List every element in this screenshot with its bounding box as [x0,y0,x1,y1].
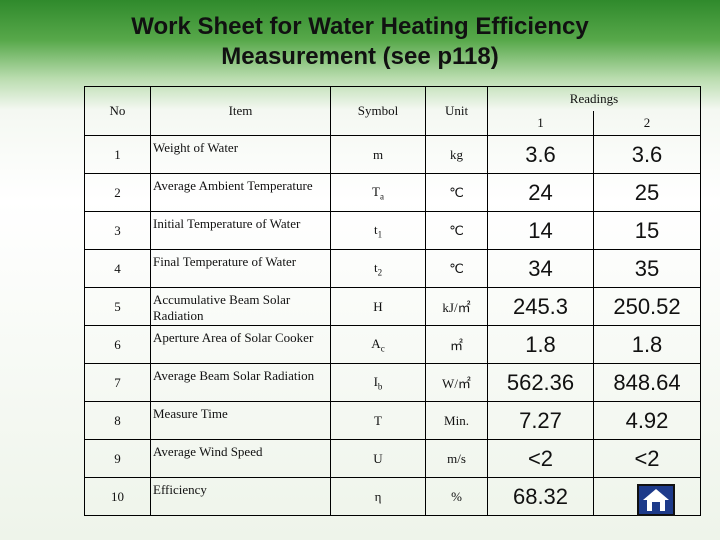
column-header: Symbol [330,86,426,136]
symbol-cell: m [330,135,426,174]
item-name: Weight of Water [150,135,331,174]
row-number: 1 [84,135,151,174]
reading-1: 34 [487,249,594,288]
reading-1: 24 [487,173,594,212]
symbol-subscript: c [380,343,385,354]
reading-1: 562.36 [487,363,594,402]
home-button[interactable] [637,484,675,516]
column-header: Readings [487,86,701,111]
reading-1: <2 [487,439,594,478]
table-row: 4 Final Temperature of Water t2 ℃ 34 35 [84,249,701,288]
symbol-cell: η [330,477,426,516]
symbol-subscript: b [377,381,383,392]
row-number: 3 [84,211,151,250]
row-number: 10 [84,477,151,516]
symbol-subscript: 2 [377,267,383,278]
unit: m/s [425,439,488,478]
symbol: T [372,183,380,199]
table-row: 6 Aperture Area of Solar Cooker Ac ㎡ 1.8 1.8 [84,325,701,364]
reading-2: 1.8 [593,325,701,364]
symbol: H [373,298,383,314]
symbol-cell: Ib [330,363,426,402]
reading-2: 848.64 [593,363,701,402]
symbol: I [373,373,378,389]
symbol: A [371,335,381,351]
symbol-cell: H [330,287,426,326]
reading-2: 35 [593,249,701,288]
item-name: Efficiency [150,477,331,516]
reading-2: 250.52 [593,287,701,326]
home-icon [643,489,669,511]
item-name: Average Ambient Temperature [150,173,331,212]
symbol: U [373,450,383,466]
row-number: 2 [84,173,151,212]
symbol-cell: t1 [330,211,426,250]
symbol-subscript: 1 [377,229,383,240]
row-number: 5 [84,287,151,326]
reading-1: 3.6 [487,135,594,174]
unit: ℃ [425,249,488,288]
reading-1: 7.27 [487,401,594,440]
worksheet-table: No Item Symbol Unit Readings 1 2 1 Weight… [84,86,701,516]
table-row: 8 Measure Time T Min. 7.27 4.92 [84,401,701,440]
column-header: Unit [425,86,488,136]
column-header: 1 [487,111,594,136]
item-name: Accumulative Beam Solar Radiation [150,287,331,326]
unit: % [425,477,488,516]
reading-1: 68.32 [487,477,594,516]
reading-2: <2 [593,439,701,478]
item-name: Average Beam Solar Radiation [150,363,331,402]
symbol-cell: U [330,439,426,478]
unit: ㎡ [425,325,488,364]
table-row: 7 Average Beam Solar Radiation Ib W/㎡ 562.36… [84,363,701,402]
reading-2: 4.92 [593,401,701,440]
reading-1: 1.8 [487,325,594,364]
row-number: 8 [84,401,151,440]
unit: kJ/㎡ [425,287,488,326]
reading-2: 15 [593,211,701,250]
symbol-subscript: a [379,191,384,202]
item-name: Measure Time [150,401,331,440]
item-name: Final Temperature of Water [150,249,331,288]
symbol: T [374,412,382,428]
row-number: 4 [84,249,151,288]
reading-1: 245.3 [487,287,594,326]
row-number: 7 [84,363,151,402]
table-row: 3 Initial Temperature of Water t1 ℃ 14 15 [84,211,701,250]
symbol-cell: T [330,401,426,440]
column-header: 2 [593,111,701,136]
symbol: m [372,146,384,162]
item-name: Initial Temperature of Water [150,211,331,250]
reading-1: 14 [487,211,594,250]
symbol-cell: t2 [330,249,426,288]
symbol-cell: Ac [330,325,426,364]
symbol: t [373,221,378,237]
item-name: Aperture Area of Solar Cooker [150,325,331,364]
row-number: 9 [84,439,151,478]
unit: ℃ [425,211,488,250]
item-name: Average Wind Speed [150,439,331,478]
symbol-cell: Ta [330,173,426,212]
table-row: 2 Average Ambient Temperature Ta ℃ 24 25 [84,173,701,212]
symbol: t [373,259,378,275]
unit: Min. [425,401,488,440]
table-body: 1 Weight of Water m kg 3.6 3.6 2 Average Ambien… [84,135,701,516]
unit: W/㎡ [425,363,488,402]
symbol: η [374,488,382,504]
table-row: 1 Weight of Water m kg 3.6 3.6 [84,135,701,174]
column-header: Item [150,86,331,136]
column-header: No [84,86,151,136]
reading-2: 3.6 [593,135,701,174]
unit: ℃ [425,173,488,212]
reading-2: 25 [593,173,701,212]
unit: kg [425,135,488,174]
row-number: 6 [84,325,151,364]
title: Work Sheet for Water Heating Efficiency … [131,13,589,70]
